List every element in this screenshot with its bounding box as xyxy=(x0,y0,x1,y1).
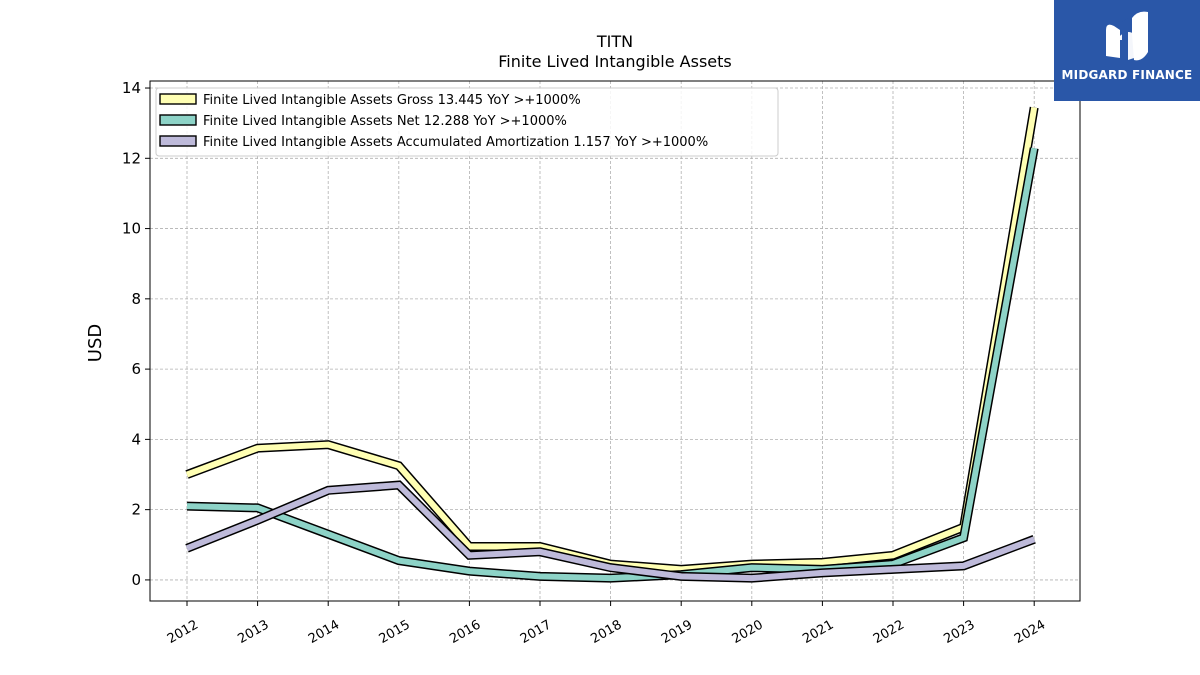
logo-text: MIDGARD FINANCE xyxy=(1061,68,1193,82)
series-stroke xyxy=(186,147,1038,582)
series-line-3 xyxy=(185,480,1036,583)
x-tick-label: 2021 xyxy=(800,617,836,647)
plot-frame xyxy=(149,80,1081,602)
x-tick-label: 2013 xyxy=(235,617,271,647)
y-tick-label: 14 xyxy=(122,79,141,97)
x-tick-label: 2014 xyxy=(306,617,342,647)
x-tick-label: 2016 xyxy=(447,617,483,647)
series-layer xyxy=(185,106,1039,583)
x-tick-label: 2019 xyxy=(659,617,695,647)
y-tick-label: 8 xyxy=(131,290,141,308)
y-axis-label: USD xyxy=(85,324,106,362)
x-axis: 2012 2013 2014 2015 2016 2017 2018 2019 2020 2021… xyxy=(165,601,1048,647)
x-tick-label: 2017 xyxy=(518,617,554,647)
legend-swatch xyxy=(159,135,197,147)
x-tick-label: 2018 xyxy=(588,617,624,647)
midgard-finance-logo: MIDGARD FINANCE xyxy=(1054,0,1200,101)
chart-title: TITN xyxy=(596,32,634,51)
y-axis: 0 2 4 6 8 10 12 14 xyxy=(122,79,150,589)
series-line-2 xyxy=(186,147,1039,583)
legend-box xyxy=(155,87,779,157)
legend: Finite Lived Intangible Assets Gross 13.… xyxy=(155,87,779,157)
y-tick-label: 12 xyxy=(122,149,141,167)
midgard-logo-mark-icon xyxy=(1106,11,1148,61)
y-tick-label: 2 xyxy=(131,501,141,519)
y-tick-label: 0 xyxy=(131,571,141,589)
legend-label: Finite Lived Intangible Assets Gross 13.… xyxy=(203,93,581,108)
y-tick-label: 4 xyxy=(131,430,141,448)
x-tick-label: 2024 xyxy=(1012,617,1048,647)
chart-subtitle: Finite Lived Intangible Assets xyxy=(498,52,732,71)
x-tick-label: 2020 xyxy=(730,617,766,647)
gridlines xyxy=(150,81,1080,601)
x-tick-label: 2023 xyxy=(941,617,977,647)
x-tick-label: 2012 xyxy=(165,617,201,647)
x-tick-label: 2015 xyxy=(377,617,413,647)
legend-label: Finite Lived Intangible Assets Net 12.28… xyxy=(203,114,567,129)
x-tick-label: 2022 xyxy=(871,617,907,647)
legend-swatch xyxy=(159,93,197,105)
series-stroke xyxy=(185,481,1036,582)
legend-swatch xyxy=(159,114,197,126)
legend-label: Finite Lived Intangible Assets Accumulat… xyxy=(203,135,708,150)
y-tick-label: 10 xyxy=(122,220,141,238)
y-tick-label: 6 xyxy=(131,360,141,378)
